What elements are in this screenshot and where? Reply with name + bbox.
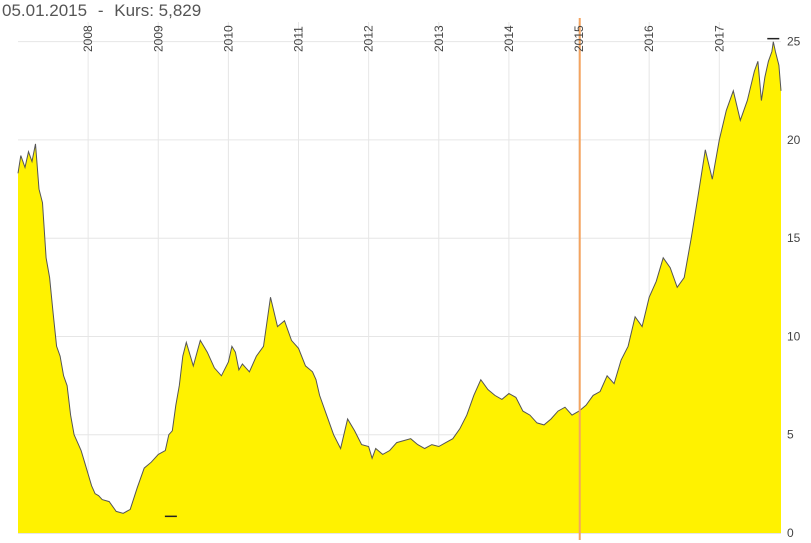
price-area	[18, 41, 781, 533]
header-date: 05.01.2015	[2, 1, 88, 20]
chart-header: 05.01.2015 - Kurs: 5,829	[2, 1, 201, 21]
y-tick-label: 20	[787, 133, 801, 147]
price-line	[17, 41, 782, 514]
x-tick-label: 2010	[221, 25, 235, 52]
y-tick-label: 5	[787, 428, 794, 442]
y-tick-label: 10	[787, 329, 801, 343]
x-tick-label: 2016	[642, 25, 656, 52]
x-tick-label: 2011	[292, 26, 306, 52]
y-tick-label: 25	[787, 35, 801, 49]
header-separator: -	[97, 1, 104, 20]
x-tick-label: 2013	[432, 25, 446, 52]
header-price-label: Kurs:	[114, 1, 154, 20]
y-tick-label: 0	[787, 526, 794, 540]
chart-markers	[164, 37, 780, 518]
x-tick-label: 2012	[362, 25, 376, 52]
y-tick-label: 15	[787, 231, 801, 245]
x-tick-label: 2008	[81, 25, 95, 52]
x-tick-label: 2017	[712, 25, 726, 52]
chart-series	[17, 41, 782, 533]
x-tick-label: 2015	[572, 25, 586, 52]
x-axis: 2008 2009 2010 2011 2012 2013 2014 2015 2016 2017	[81, 25, 726, 52]
x-tick-label: 2009	[151, 25, 165, 52]
header-price-value: 5,829	[158, 1, 202, 20]
y-axis: 0 5 10 15 20 25	[787, 35, 801, 540]
x-tick-label: 2014	[502, 25, 516, 52]
